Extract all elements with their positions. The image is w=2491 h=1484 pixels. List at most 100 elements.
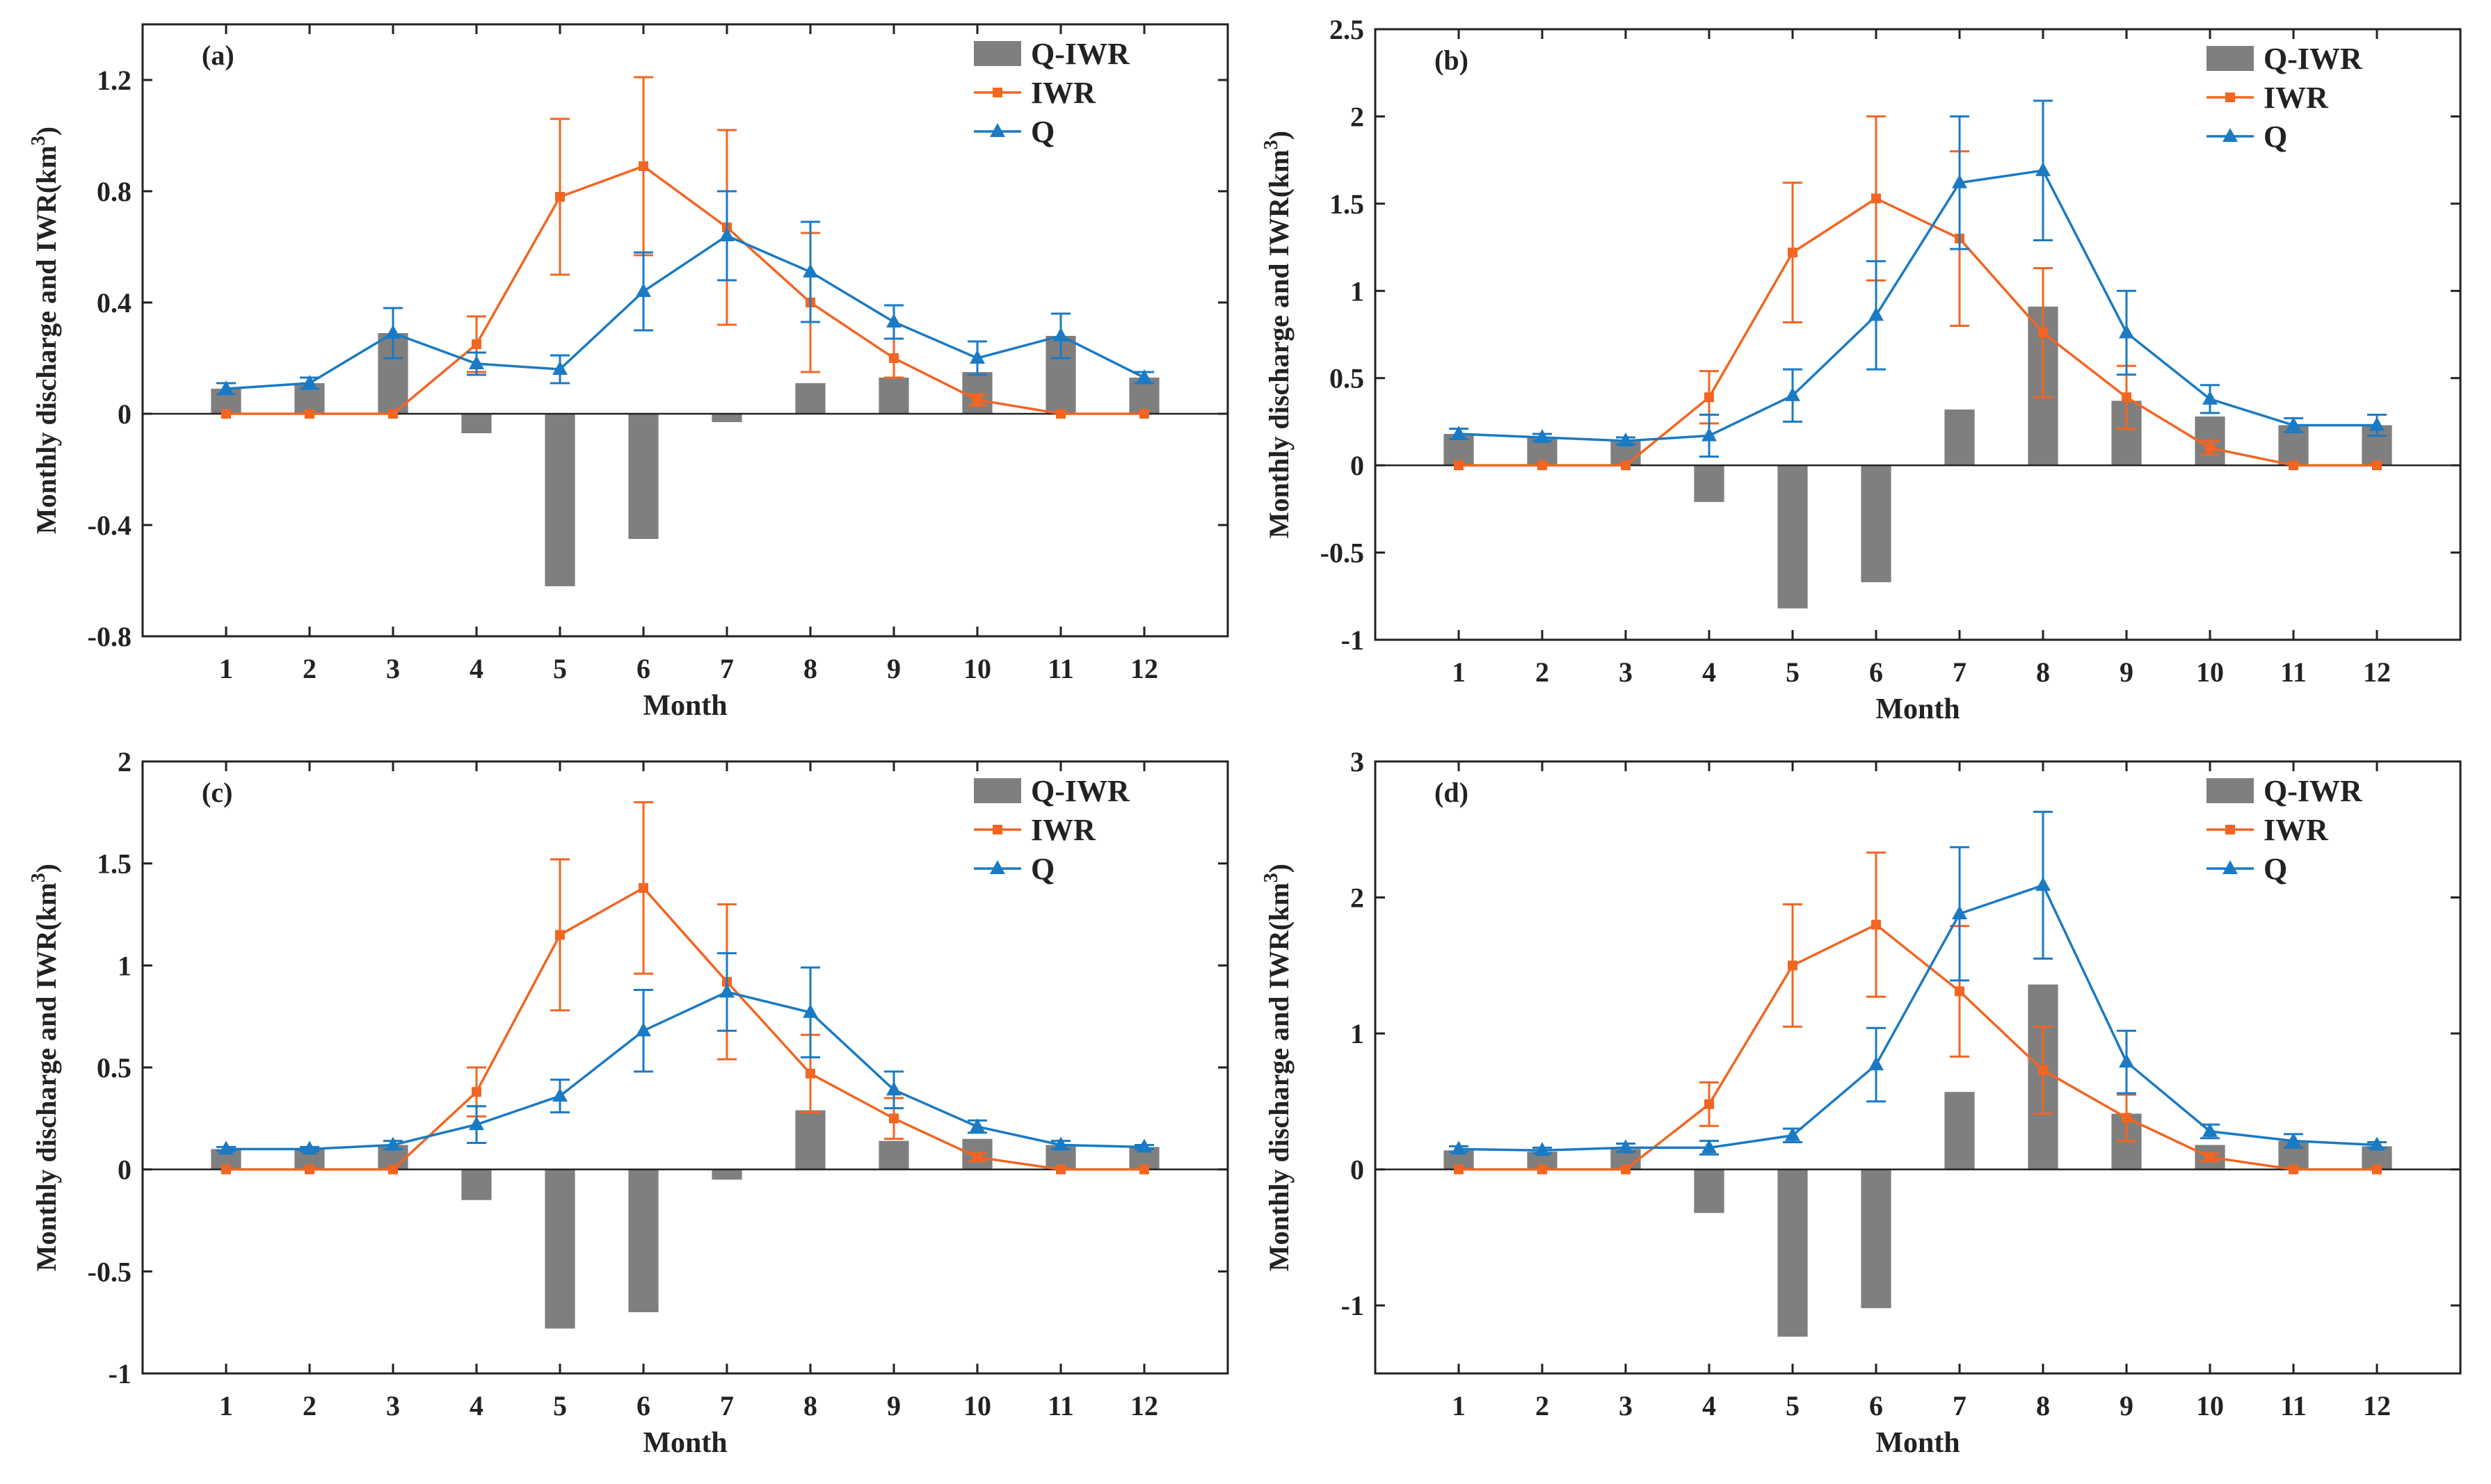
- point-iwr-month-10: [2205, 1152, 2215, 1163]
- y-tick-label: 2: [1350, 101, 1364, 132]
- point-q-month-3: [385, 1136, 401, 1151]
- x-tick-label: 7: [720, 1390, 734, 1421]
- x-tick-label: 2: [303, 653, 317, 684]
- point-iwr-month-1: [1454, 1164, 1464, 1175]
- point-iwr-month-9: [889, 353, 899, 363]
- point-iwr-month-2: [1537, 460, 1547, 471]
- x-tick-label: 6: [636, 1390, 650, 1421]
- x-tick-label: 6: [1869, 656, 1883, 688]
- y-tick-label: -0.8: [88, 621, 131, 652]
- y-axis-label-main: Monthly discharge and IWR(km: [31, 145, 62, 534]
- point-q-month-8: [2035, 876, 2051, 891]
- y-axis-label-superscript: 3: [28, 873, 49, 882]
- point-iwr-month-4: [472, 1087, 481, 1097]
- point-q-month-11: [2286, 1132, 2301, 1147]
- bar-q-iwr-month-7: [1944, 409, 1975, 466]
- x-axis-label: Month: [643, 690, 727, 722]
- y-tick-label: 0.4: [97, 287, 131, 318]
- bar-q-iwr-month-4: [461, 414, 492, 433]
- legend-label: Q-IWR: [2264, 42, 2363, 76]
- point-q-month-4: [1701, 1139, 1717, 1154]
- point-q-month-8: [803, 1003, 818, 1018]
- point-q-month-8: [2035, 162, 2051, 177]
- y-axis-label-main: Monthly discharge and IWR(km: [1263, 882, 1295, 1271]
- bar-q-iwr-month-7: [712, 414, 742, 422]
- y-tick-label: -1: [1341, 1290, 1364, 1321]
- point-iwr-month-7: [1955, 986, 1964, 997]
- line-q: [225, 234, 1145, 390]
- x-tick-label: 5: [1786, 1390, 1800, 1421]
- point-iwr-month-12: [1139, 1164, 1149, 1175]
- panel-label: (c): [202, 777, 232, 808]
- y-tick-label: 0: [1350, 1154, 1364, 1186]
- point-q-month-11: [1053, 328, 1068, 341]
- y-tick-label: -1: [1341, 624, 1364, 656]
- point-q-month-6: [1868, 307, 1884, 321]
- point-q-month-5: [1785, 1127, 1800, 1141]
- line-iwr: [1459, 197, 2377, 467]
- y-tick-label: 2.5: [1329, 14, 1364, 45]
- x-tick-label: 12: [2363, 656, 2391, 688]
- point-q-month-7: [719, 983, 735, 998]
- point-q-month-7: [719, 227, 735, 241]
- point-iwr-month-4: [1704, 392, 1714, 403]
- bar-q-iwr-month-4: [1694, 465, 1724, 502]
- x-tick-label: 1: [1452, 656, 1466, 688]
- y-tick-label: 1.5: [97, 848, 131, 880]
- point-iwr-month-5: [555, 192, 565, 202]
- point-q-month-8: [803, 264, 818, 277]
- x-axis-label: Month: [1875, 1427, 1960, 1459]
- point-q-month-5: [552, 1088, 568, 1102]
- point-iwr-month-3: [388, 1164, 398, 1175]
- point-iwr-month-3: [1621, 460, 1631, 471]
- y-tick-label: 0.8: [97, 176, 131, 207]
- legend-label: IWR: [2264, 813, 2329, 847]
- chart-panel-c: -1-0.500.511.521 2 3 4 5 6 7 8 9 10 11 12MonthMonth…: [28, 746, 1229, 1459]
- legend-swatch-q-iwr: [2206, 46, 2254, 71]
- x-tick-label: 4: [1702, 656, 1716, 688]
- x-tick-label: 6: [1869, 1390, 1883, 1421]
- point-iwr-month-11: [2289, 460, 2298, 471]
- point-iwr-month-3: [1621, 1164, 1631, 1175]
- x-tick-label: 10: [2196, 1390, 2224, 1421]
- x-tick-label: 4: [470, 653, 483, 684]
- legend-marker-iwr: [2225, 825, 2235, 834]
- point-q-month-3: [385, 325, 401, 339]
- x-tick-label: 9: [887, 1390, 901, 1421]
- bar-q-iwr-month-4: [461, 1169, 492, 1200]
- point-q-month-9: [886, 1081, 902, 1096]
- point-q-month-5: [1785, 387, 1800, 401]
- point-q-month-12: [2369, 1136, 2385, 1151]
- x-tick-label: 2: [1535, 1390, 1549, 1421]
- point-iwr-month-5: [1788, 960, 1797, 971]
- point-iwr-month-2: [305, 409, 314, 419]
- panel-label: (a): [202, 40, 234, 71]
- x-tick-label: 11: [2280, 1390, 2307, 1421]
- point-iwr-month-4: [472, 339, 481, 349]
- point-iwr-month-9: [889, 1113, 899, 1124]
- point-q-month-2: [302, 1140, 317, 1155]
- x-tick-label: 7: [1953, 1390, 1967, 1421]
- point-q-month-1: [1451, 425, 1466, 439]
- point-iwr-month-6: [639, 882, 648, 893]
- x-axis-label: Month: [1875, 693, 1960, 725]
- x-tick-label: 9: [2120, 1390, 2133, 1421]
- bar-q-iwr-month-9: [879, 378, 909, 414]
- y-axis-label-end: ): [31, 864, 62, 873]
- point-iwr-month-9: [2122, 1113, 2131, 1123]
- x-tick-label: 3: [386, 1390, 400, 1421]
- point-iwr-month-8: [2038, 1065, 2048, 1075]
- y-tick-label: 1: [1350, 1018, 1364, 1049]
- bar-q-iwr-month-8: [795, 383, 826, 414]
- point-q-month-6: [636, 1022, 651, 1037]
- y-axis-label-end: ): [31, 127, 62, 136]
- legend-marker-iwr: [993, 88, 1002, 97]
- y-tick-label: 0: [1350, 450, 1364, 481]
- y-tick-label: -0.5: [88, 1256, 131, 1287]
- x-tick-label: 7: [720, 653, 734, 684]
- y-axis-label: Monthly discharge and IWR(km3): [28, 127, 62, 534]
- x-tick-label: 12: [1130, 1390, 1158, 1421]
- line-iwr: [1459, 923, 2377, 1171]
- bar-q-iwr-month-5: [545, 1169, 575, 1329]
- y-tick-label: 0.5: [97, 1052, 131, 1083]
